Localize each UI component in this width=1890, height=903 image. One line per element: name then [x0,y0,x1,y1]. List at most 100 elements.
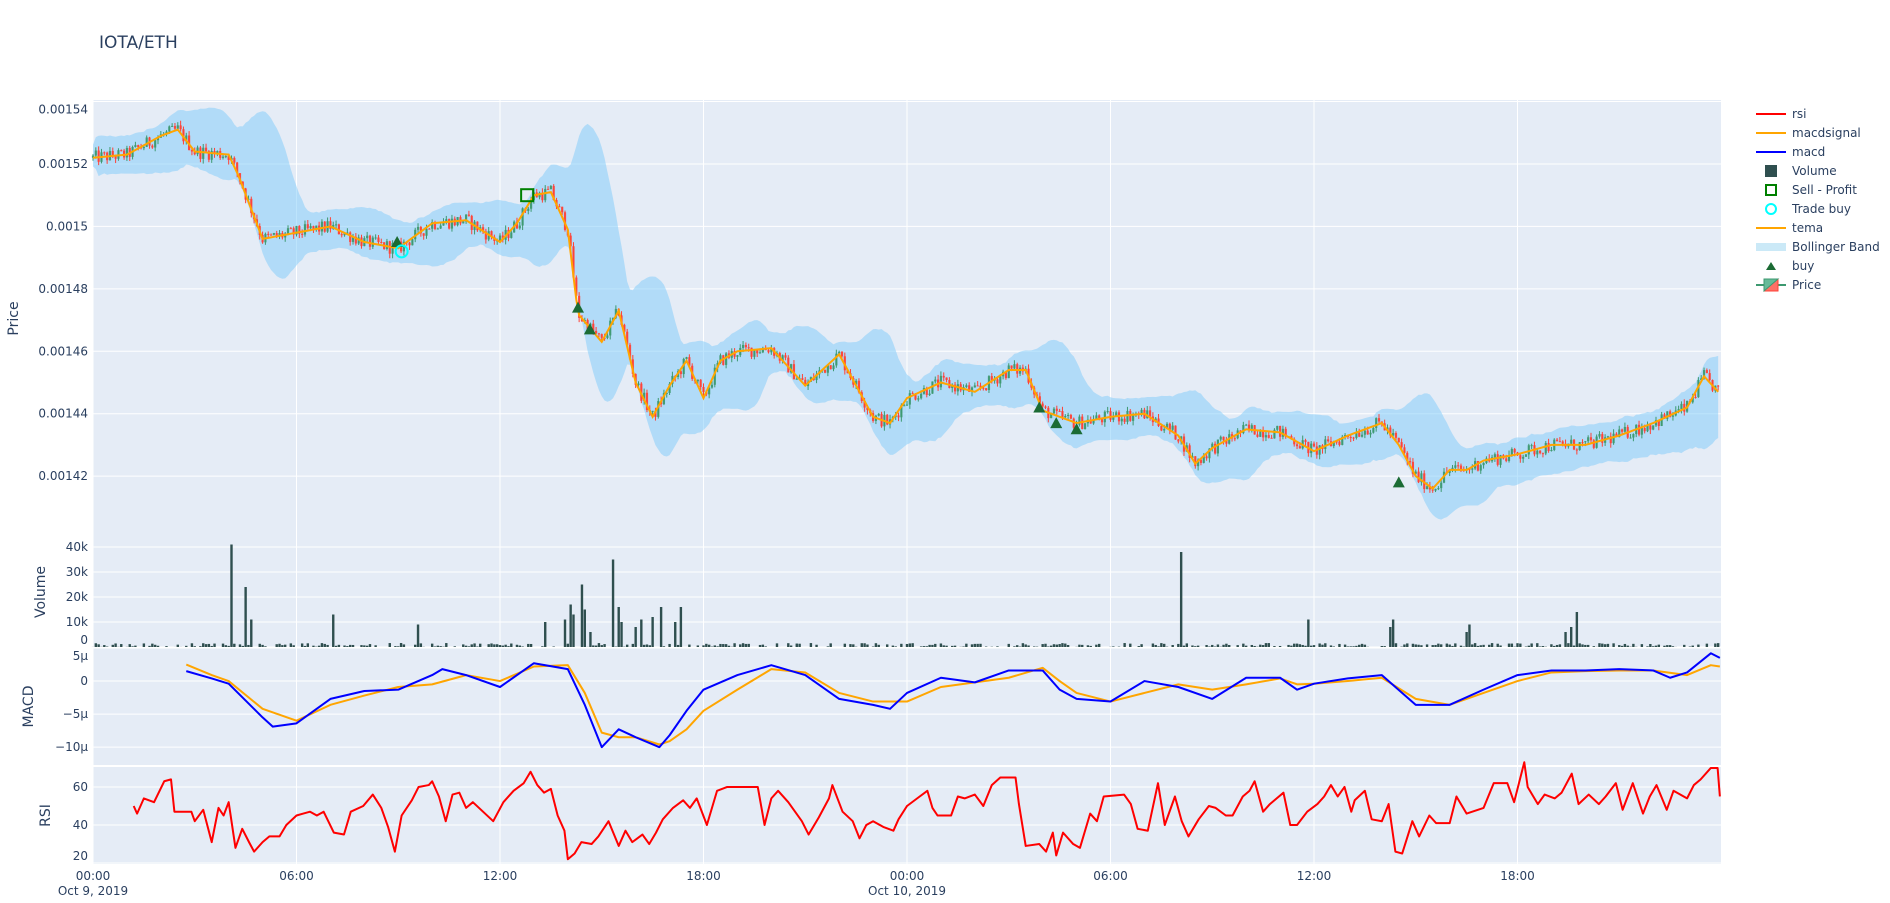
candle-body [645,392,649,410]
legend-item-bollinger-band[interactable]: Bollinger Band [1756,237,1880,256]
legend-item-volume[interactable]: Volume [1756,161,1880,180]
candle-body [795,378,798,380]
volume-bar [1465,632,1468,647]
price-candle [1389,425,1392,439]
price-candle [448,218,451,230]
volume-bar [891,645,895,647]
candle-body [1067,414,1070,416]
open-circle-icon [1756,202,1786,216]
price-candle [1377,414,1381,424]
legend-item-rsi[interactable]: rsi [1756,104,1880,123]
candle-body [965,385,968,388]
rsi-line [132,761,1721,861]
volume-bar [1606,643,1610,647]
candle-body [750,347,753,357]
volume-bar [900,643,903,647]
candle-body [414,229,417,240]
candle-body [1513,448,1516,453]
price-candle [1177,438,1180,444]
volume-bar [600,645,603,647]
candle-body [312,226,315,229]
candle-body [272,233,275,235]
volume-bar [1140,644,1143,647]
volume-bar [473,643,476,647]
candle-body [1010,365,1013,369]
volume-bar [1225,643,1228,647]
volume-bar [1295,643,1299,647]
volume-bar [852,644,855,647]
price-candle [1640,423,1643,439]
price-candle [594,327,598,335]
volume-bar [394,646,397,647]
price-candle [1168,422,1171,435]
volume-bar [860,643,863,647]
volume-bar [1437,643,1440,647]
volume-bar [815,644,818,647]
volume-bar [592,645,595,647]
candle-body [1708,373,1711,381]
legend-item-macd[interactable]: macd [1756,142,1880,161]
legend-label: buy [1792,258,1815,273]
volume-bar [1343,644,1347,647]
x-tick-label: 18:00 [686,869,721,883]
candle-body [688,357,691,366]
volume-bar [210,645,213,647]
price-candle [1055,405,1058,415]
candle-body [866,407,869,410]
price-candle [931,381,934,394]
candle-body [1454,465,1457,468]
candle-body [1547,442,1550,452]
candle-body [380,242,383,244]
candle-body [1457,465,1460,467]
candle-body [597,333,601,335]
volume-bar [659,607,663,647]
volume-bar [1451,645,1454,647]
volume-bar [190,643,194,647]
volume-bar [1267,643,1270,647]
volume-bar [436,645,440,647]
legend-item-buy[interactable]: buy [1756,256,1880,275]
candle-body [224,156,227,158]
legend-item-trade-buy[interactable]: Trade buy [1756,199,1880,218]
macd-y-tick-label: 5µ [73,649,89,663]
legend-item-tema[interactable]: tema [1756,218,1880,237]
legend-item-sell-profit[interactable]: Sell - Profit [1756,180,1880,199]
buy-marker [1033,401,1046,413]
candle-body [968,385,971,392]
candle-body [269,234,273,236]
price-candle [787,355,790,373]
volume-bar [1086,645,1090,647]
candle-body [1013,364,1016,369]
legend-item-macdsignal[interactable]: macdsignal [1756,123,1880,142]
volume-bar [1222,644,1225,647]
candle-body [925,388,928,395]
candle-body [917,398,920,400]
candle-body [216,151,219,154]
volume-bar [1391,619,1395,647]
candle-body [1476,461,1480,471]
candle-body [179,125,182,130]
price-candle [1327,436,1330,443]
price-candle [934,376,937,384]
price-candle [380,238,383,244]
price-candle [1318,444,1321,460]
volume-bar [849,644,852,647]
candle-body [685,357,688,359]
candle-body [442,222,445,226]
price-candle [1717,384,1720,391]
candle-body [931,381,934,394]
legend-item-price[interactable]: Price [1756,275,1880,294]
volume-bar [351,644,355,647]
candle-body [696,379,699,382]
line-swatch-icon [1756,107,1786,121]
candle-body [829,365,832,370]
candle-body [1278,425,1282,437]
candle-body [1369,432,1372,435]
volume-y-tick-label: 10k [66,615,88,629]
volume-bar [826,646,830,647]
volume-bar [1228,645,1231,647]
volume-bar [1358,644,1361,647]
volume-bar [134,645,137,647]
volume-bar [388,643,391,647]
